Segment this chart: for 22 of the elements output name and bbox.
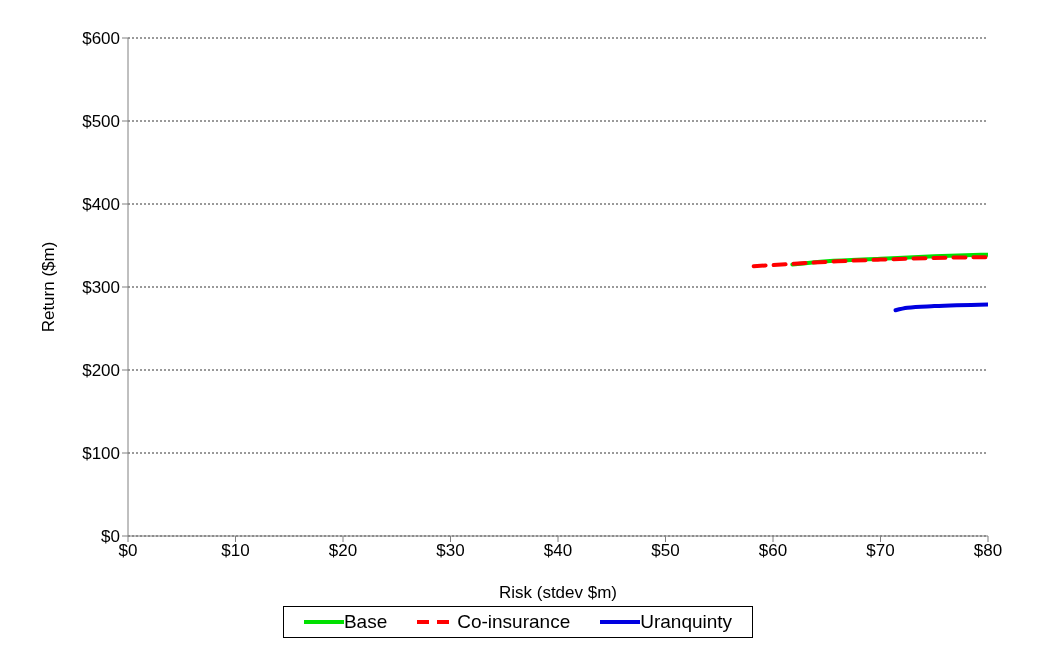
y-tick-label: $0 <box>101 527 120 547</box>
x-tick-label: $50 <box>651 541 680 561</box>
x-tick-label: $30 <box>436 541 465 561</box>
y-axis-title: Return ($m) <box>39 241 59 333</box>
legend-label: Base <box>343 611 388 633</box>
y-tick-label: $100 <box>82 444 120 464</box>
x-axis-title: Risk (stdev $m) <box>498 583 618 602</box>
line-series <box>751 255 988 269</box>
y-tick-label: $300 <box>82 278 120 298</box>
y-tick-label: $600 <box>82 29 120 49</box>
x-tick-label: $10 <box>221 541 250 561</box>
x-tick-label: $0 <box>118 541 138 561</box>
legend-label: Uranquinty <box>640 611 733 633</box>
x-tick-label: $20 <box>328 541 358 561</box>
legend-label: Co-insurance <box>457 611 571 633</box>
x-tick-label: $60 <box>758 541 788 561</box>
x-tick-label: $80 <box>973 541 1003 561</box>
x-tick-label: $70 <box>866 541 895 561</box>
y-tick-label: $500 <box>82 112 120 132</box>
x-tick-label: $40 <box>543 541 573 561</box>
y-tick-label: $200 <box>82 361 120 381</box>
y-tick-label: $400 <box>82 195 120 215</box>
